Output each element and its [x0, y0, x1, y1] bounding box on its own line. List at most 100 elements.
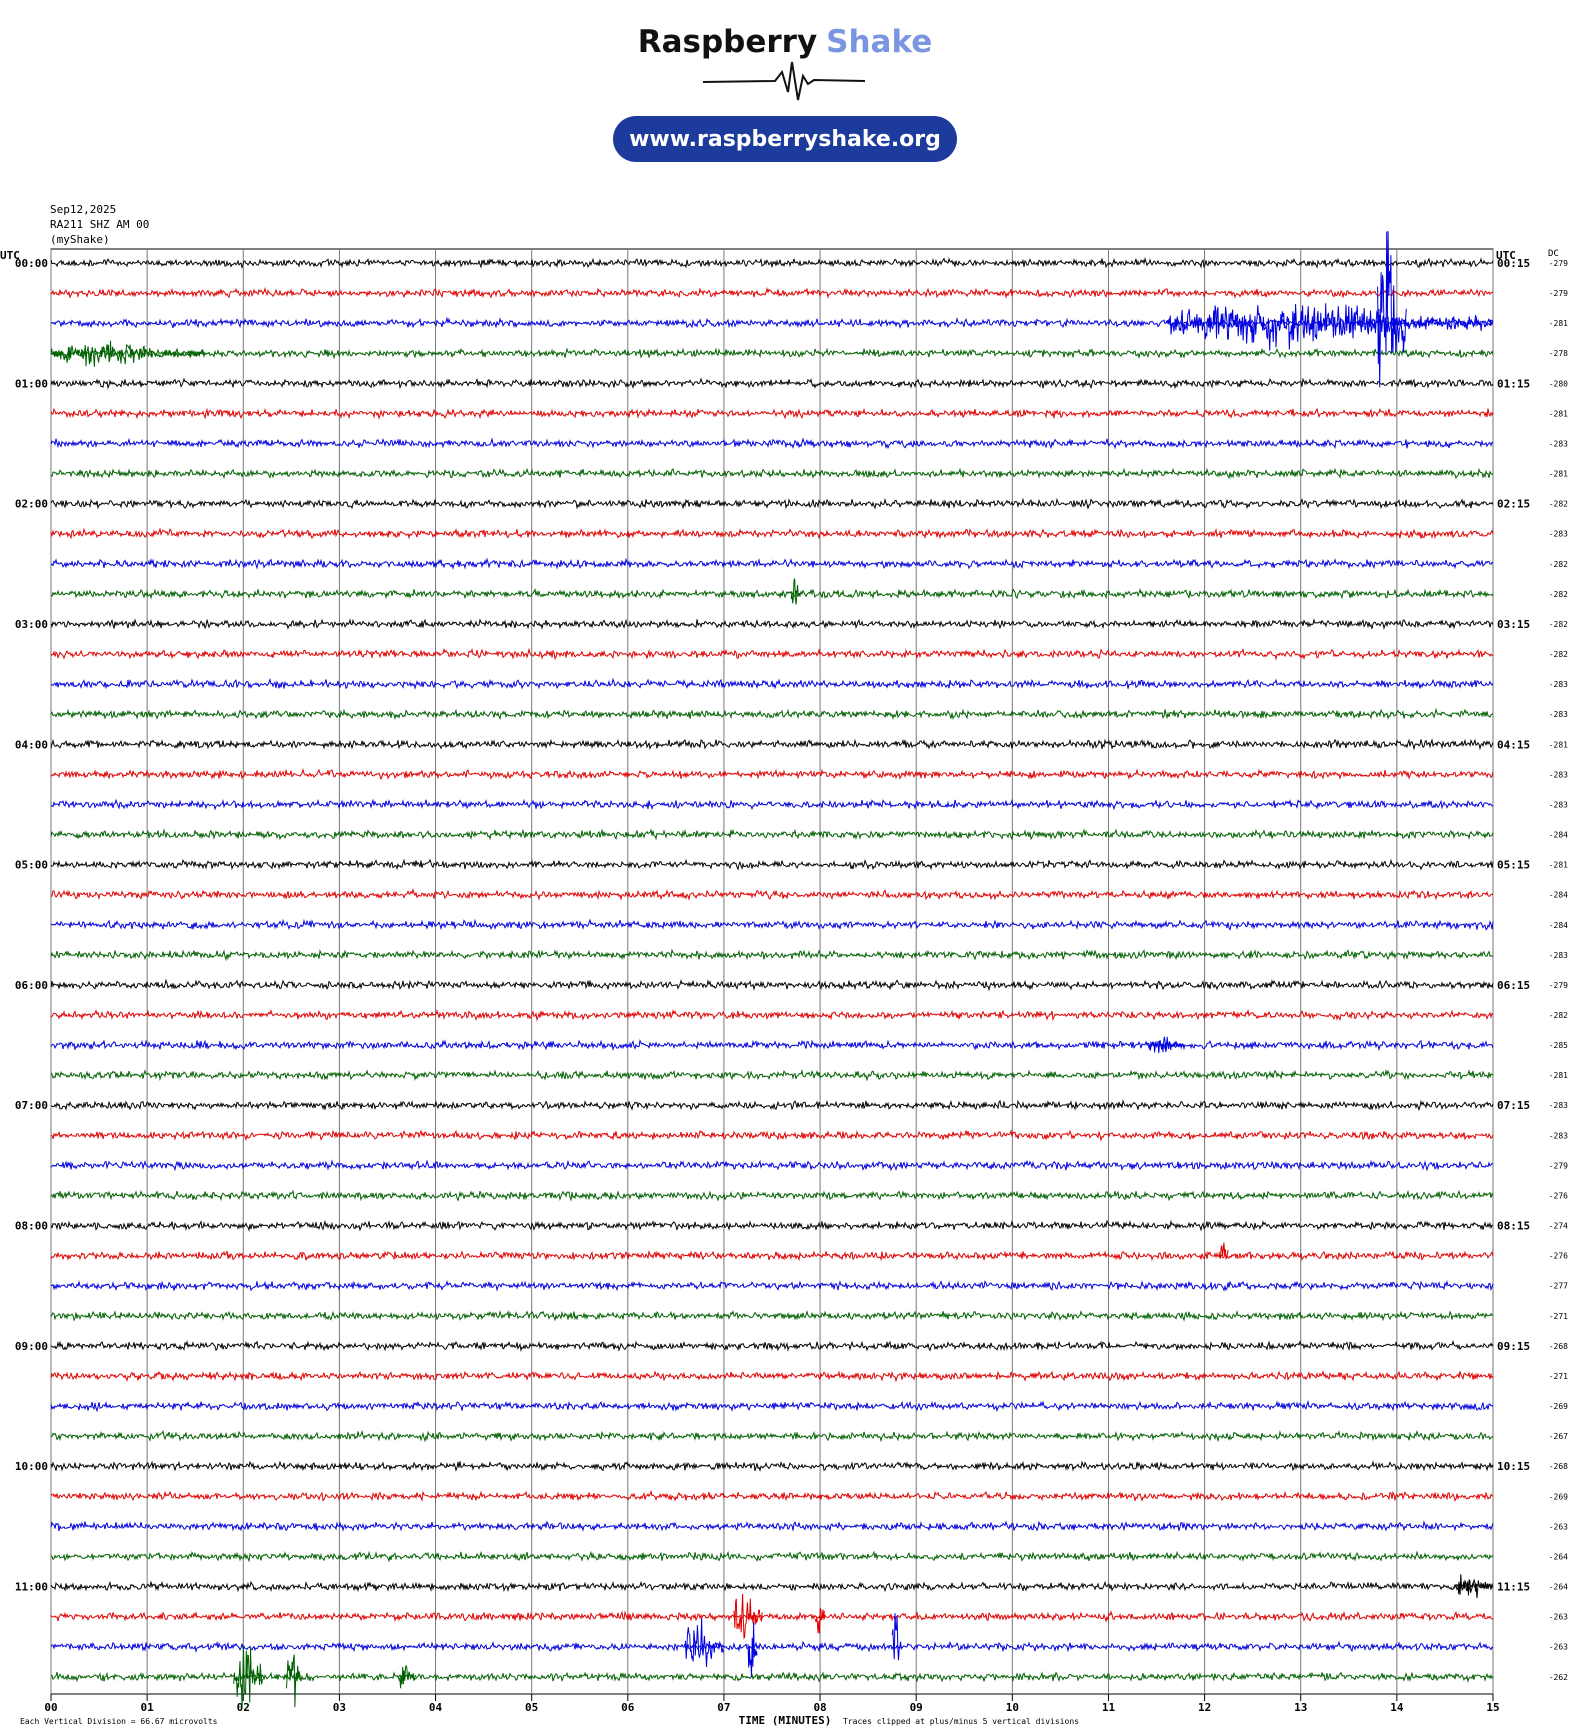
dc-value: -274	[1549, 1222, 1568, 1231]
url[interactable]: www.raspberryshake.org	[629, 127, 941, 152]
dc-value: -282	[1549, 590, 1568, 599]
dc-value: -282	[1549, 650, 1568, 659]
hour-label: 11:00	[15, 1581, 48, 1594]
dc-value: -283	[1549, 770, 1568, 779]
trace	[50, 1399, 1494, 1413]
x-tick-label: 12	[1198, 1701, 1211, 1714]
x-tick-label: 00	[44, 1701, 57, 1714]
dc-value: -276	[1549, 1252, 1568, 1261]
hour-label: 07:00	[15, 1099, 48, 1112]
dc-value: -264	[1549, 1583, 1568, 1592]
dc-value: -267	[1549, 1432, 1568, 1441]
x-tick-label: 14	[1390, 1701, 1404, 1714]
trace	[50, 738, 1494, 751]
event	[790, 578, 801, 605]
event	[50, 340, 205, 367]
trace	[50, 1039, 1494, 1052]
trace	[50, 677, 1494, 690]
trace	[50, 1099, 1494, 1112]
x-tick-label: 11	[1102, 1701, 1116, 1714]
event	[814, 1607, 825, 1634]
dc-value: -282	[1549, 620, 1568, 629]
right-axis-label: UTC	[1496, 249, 1516, 262]
dc-value: -263	[1549, 1522, 1568, 1531]
event	[685, 1618, 724, 1668]
dc-value: -283	[1549, 1131, 1568, 1140]
x-axis-label: TIME (MINUTES)	[739, 1714, 832, 1727]
dc-value: -282	[1549, 1011, 1568, 1020]
hour-label: 02:00	[15, 498, 48, 511]
dc-value: -269	[1549, 1402, 1568, 1411]
dc-value: -284	[1549, 831, 1568, 840]
trace	[51, 918, 1494, 931]
dc-value: -283	[1549, 680, 1568, 689]
dc-value: -281	[1549, 740, 1568, 749]
hour-label: 03:00	[15, 618, 48, 631]
info-line: RA211 SHZ AM 00	[50, 218, 149, 231]
trace	[50, 257, 1494, 270]
x-tick-label: 06	[621, 1701, 635, 1714]
event	[286, 1654, 301, 1708]
url-pill[interactable]	[613, 116, 957, 162]
event	[1377, 231, 1407, 388]
dc-value: -268	[1549, 1342, 1568, 1351]
trace	[50, 1370, 1494, 1383]
x-tick-label: 08	[813, 1701, 826, 1714]
trace	[50, 1279, 1494, 1292]
dc-value: -283	[1549, 710, 1568, 719]
event	[1218, 1242, 1229, 1260]
brand-2: Shake	[826, 24, 932, 60]
dc-value: -264	[1549, 1552, 1568, 1561]
trace	[50, 467, 1494, 480]
trace	[50, 527, 1494, 540]
trace	[50, 858, 1494, 871]
hour-label: 06:00	[15, 979, 48, 992]
hour-label: 04:00	[15, 738, 48, 751]
dc-value: -279	[1549, 259, 1568, 268]
trace	[50, 1429, 1494, 1443]
trace	[50, 1550, 1494, 1563]
dc-value: -262	[1549, 1673, 1568, 1682]
hour-label-right: 11:15	[1497, 1581, 1530, 1594]
trace	[50, 978, 1494, 992]
hour-label: 08:00	[15, 1220, 48, 1233]
dc-label: DC	[1548, 249, 1559, 259]
dc-value: -268	[1549, 1462, 1568, 1471]
dc-value: -283	[1549, 530, 1568, 539]
trace	[50, 316, 1494, 329]
event	[1146, 1036, 1186, 1054]
dc-value: -269	[1549, 1492, 1568, 1501]
dc-value: -282	[1549, 560, 1568, 569]
x-tick-label: 09	[910, 1701, 923, 1714]
trace	[50, 407, 1494, 420]
trace	[50, 768, 1494, 781]
trace	[50, 1219, 1494, 1232]
hour-label: 00:00	[15, 257, 48, 270]
dc-value: -279	[1549, 1161, 1568, 1170]
hour-label: 10:00	[15, 1460, 48, 1473]
hour-label-right: 01:15	[1497, 377, 1530, 390]
trace	[50, 798, 1494, 811]
x-tick-label: 13	[1294, 1701, 1307, 1714]
trace	[50, 948, 1494, 962]
event	[1165, 303, 1493, 351]
dc-value: -284	[1549, 921, 1568, 930]
x-tick-label: 01	[141, 1701, 155, 1714]
event	[733, 1593, 763, 1640]
trace	[50, 1068, 1494, 1082]
dc-value: -276	[1549, 1191, 1568, 1200]
trace	[50, 828, 1494, 841]
event	[233, 1645, 263, 1709]
footer-left: Each Vertical Division = 66.67 microvolt…	[20, 1717, 218, 1726]
hour-label: 09:00	[15, 1340, 48, 1353]
hour-label-right: 06:15	[1497, 979, 1530, 992]
trace	[50, 647, 1494, 661]
dc-value: -281	[1549, 1071, 1568, 1080]
hour-label-right: 09:15	[1497, 1340, 1530, 1353]
x-tick-label: 10	[1006, 1701, 1019, 1714]
trace	[50, 1008, 1494, 1022]
x-tick-label: 05	[525, 1701, 538, 1714]
hour-label-right: 00:15	[1497, 257, 1530, 270]
hour-label-right: 05:15	[1497, 859, 1530, 872]
